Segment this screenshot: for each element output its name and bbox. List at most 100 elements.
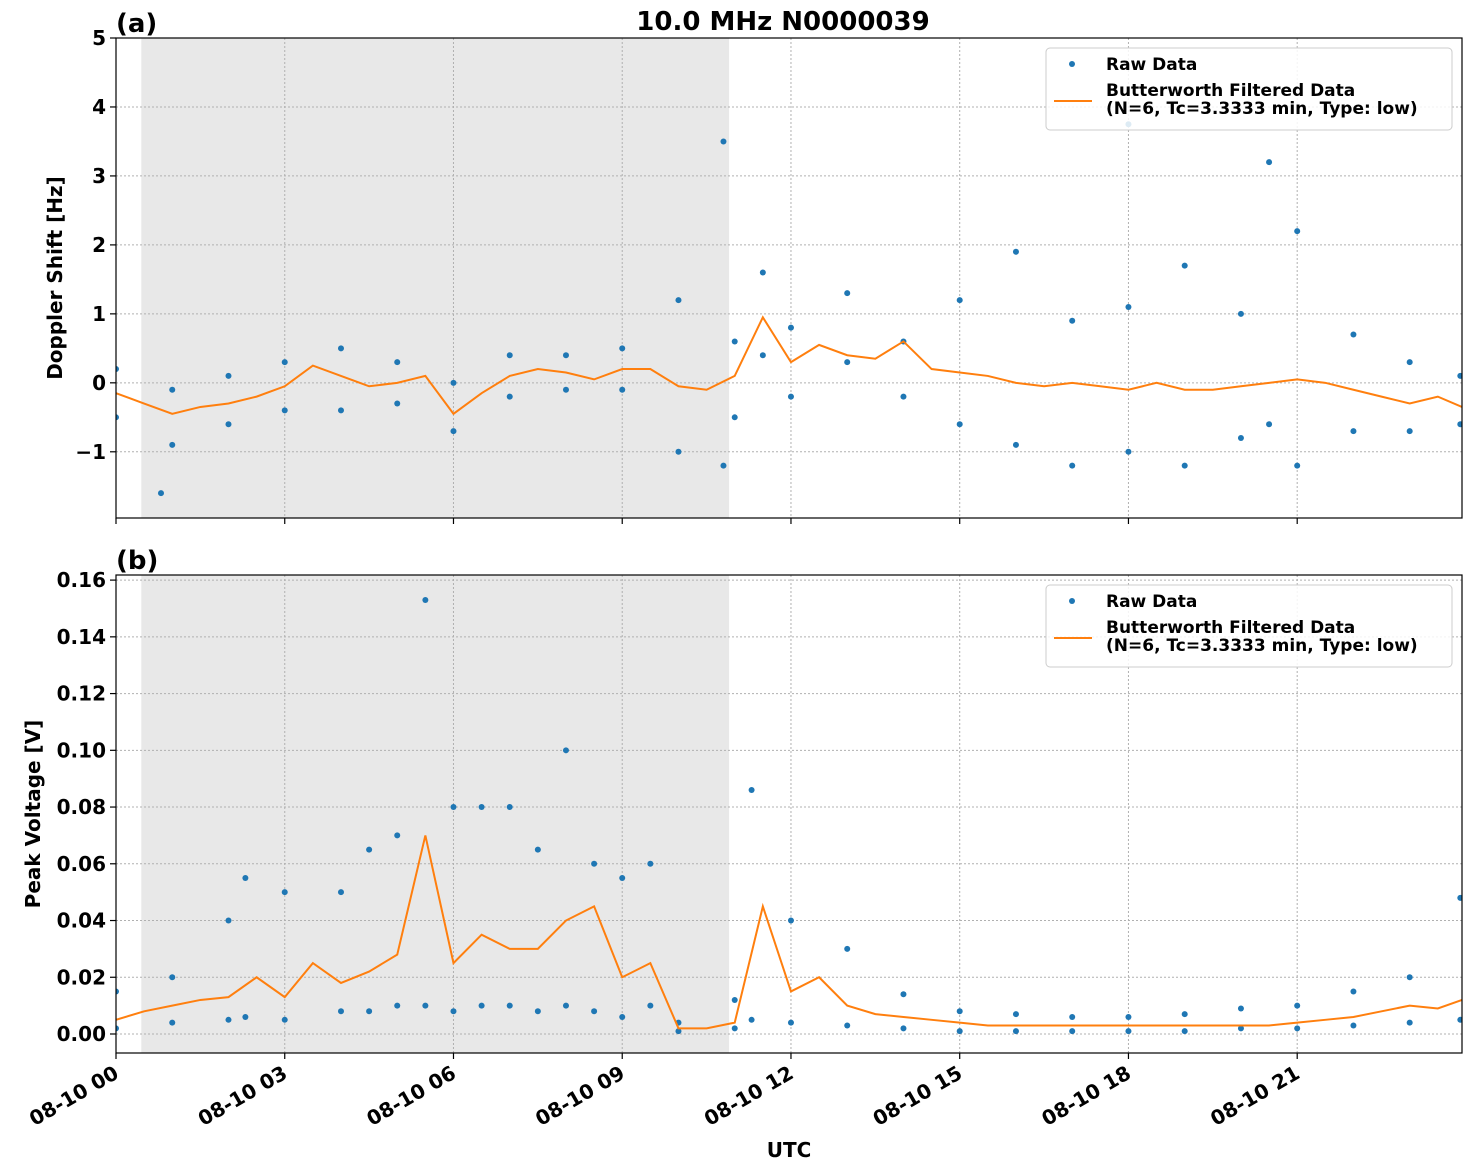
panel-label: (b) [116, 546, 158, 576]
raw-point [422, 596, 429, 603]
x-tick-label: 08-10 12 [700, 1061, 798, 1131]
raw-point [787, 1019, 794, 1026]
y-axis-label: Doppler Shift [Hz] [43, 176, 67, 380]
legend-marker [1069, 61, 1075, 67]
raw-point [591, 1008, 598, 1015]
raw-point [675, 448, 682, 455]
raw-point [1181, 1028, 1188, 1035]
raw-point [675, 297, 682, 304]
raw-point [450, 428, 457, 435]
raw-point [748, 1016, 755, 1023]
y-tick-label: 0.02 [57, 965, 106, 989]
raw-point [956, 421, 963, 428]
y-tick-label: 0.12 [57, 682, 106, 706]
y-tick-label: 0.00 [57, 1022, 106, 1046]
raw-point [281, 359, 288, 366]
axes-frame [115, 574, 1463, 1054]
y-tick-label: 0.10 [57, 738, 106, 762]
legend-label: Butterworth Filtered Data (N=6, Tc=3.3333… [1106, 81, 1418, 119]
raw-point [619, 345, 626, 352]
legend-marker [1069, 598, 1075, 604]
raw-point [506, 804, 513, 811]
raw-point [281, 1016, 288, 1023]
raw-point [337, 889, 344, 896]
raw-point [562, 386, 569, 393]
raw-point [337, 407, 344, 414]
y-tick-label: 3 [92, 164, 106, 188]
raw-point [242, 1013, 249, 1020]
plot-area [116, 575, 1462, 1053]
raw-point [225, 421, 232, 428]
raw-point [116, 988, 119, 995]
y-tick-label: 0.08 [57, 795, 106, 819]
filtered-line [116, 315, 1462, 416]
y-tick-label: 0.06 [57, 852, 106, 876]
raw-point [422, 1002, 429, 1009]
raw-point [844, 359, 851, 366]
raw-point [787, 324, 794, 331]
raw-point [534, 846, 541, 853]
raw-point [225, 917, 232, 924]
raw-point [281, 407, 288, 414]
raw-point [1012, 1011, 1019, 1018]
raw-point [619, 1013, 626, 1020]
y-tick-label: 1 [92, 302, 106, 326]
raw-point [506, 1002, 513, 1009]
raw-point [116, 366, 119, 373]
raw-point [534, 1008, 541, 1015]
raw-point [450, 1008, 457, 1015]
y-tick-label: 0 [92, 371, 106, 395]
raw-point [450, 804, 457, 811]
raw-point [731, 1025, 738, 1032]
raw-point [169, 441, 176, 448]
raw-point [1457, 1016, 1462, 1023]
raw-point [1457, 372, 1462, 379]
raw-point [748, 787, 755, 794]
axes-frame [115, 37, 1463, 519]
raw-point [225, 1016, 232, 1023]
raw-point [169, 974, 176, 981]
y-axis-label: Peak Voltage [V] [21, 720, 45, 909]
raw-point [844, 290, 851, 297]
y-tick-label: 0.14 [57, 625, 106, 649]
raw-point [1181, 262, 1188, 269]
raw-point [1457, 894, 1462, 901]
raw-point [591, 860, 598, 867]
raw-point [1012, 248, 1019, 255]
raw-point [1406, 1019, 1413, 1026]
raw-point [956, 1028, 963, 1035]
legend-label: Butterworth Filtered Data (N=6, Tc=3.3333… [1106, 618, 1418, 656]
raw-point [116, 414, 119, 421]
raw-point [787, 917, 794, 924]
y-tick-label: 0.04 [57, 909, 106, 933]
y-tick-label: −1 [75, 440, 106, 464]
raw-point [1237, 1005, 1244, 1012]
raw-point [337, 345, 344, 352]
raw-point [731, 996, 738, 1003]
legend-box [1045, 47, 1453, 131]
x-tick-label: 08-10 06 [362, 1061, 460, 1131]
raw-point [169, 1019, 176, 1026]
raw-point [562, 1002, 569, 1009]
raw-point [1294, 228, 1301, 235]
y-tick-label: 4 [92, 95, 106, 119]
raw-point [394, 1002, 401, 1009]
raw-point [759, 352, 766, 359]
raw-point [1181, 1011, 1188, 1018]
raw-point [1406, 974, 1413, 981]
raw-point [720, 462, 727, 469]
raw-point [900, 393, 907, 400]
raw-point [366, 846, 373, 853]
raw-point [1406, 359, 1413, 366]
raw-point [394, 359, 401, 366]
y-tick-label: 5 [92, 26, 106, 50]
x-tick-label: 08-10 21 [1206, 1061, 1304, 1131]
raw-point [157, 490, 164, 497]
raw-point [1069, 1013, 1076, 1020]
raw-point [1012, 1028, 1019, 1035]
raw-point [956, 1008, 963, 1015]
raw-point [1294, 1025, 1301, 1032]
raw-point [1125, 303, 1132, 310]
raw-point [225, 372, 232, 379]
